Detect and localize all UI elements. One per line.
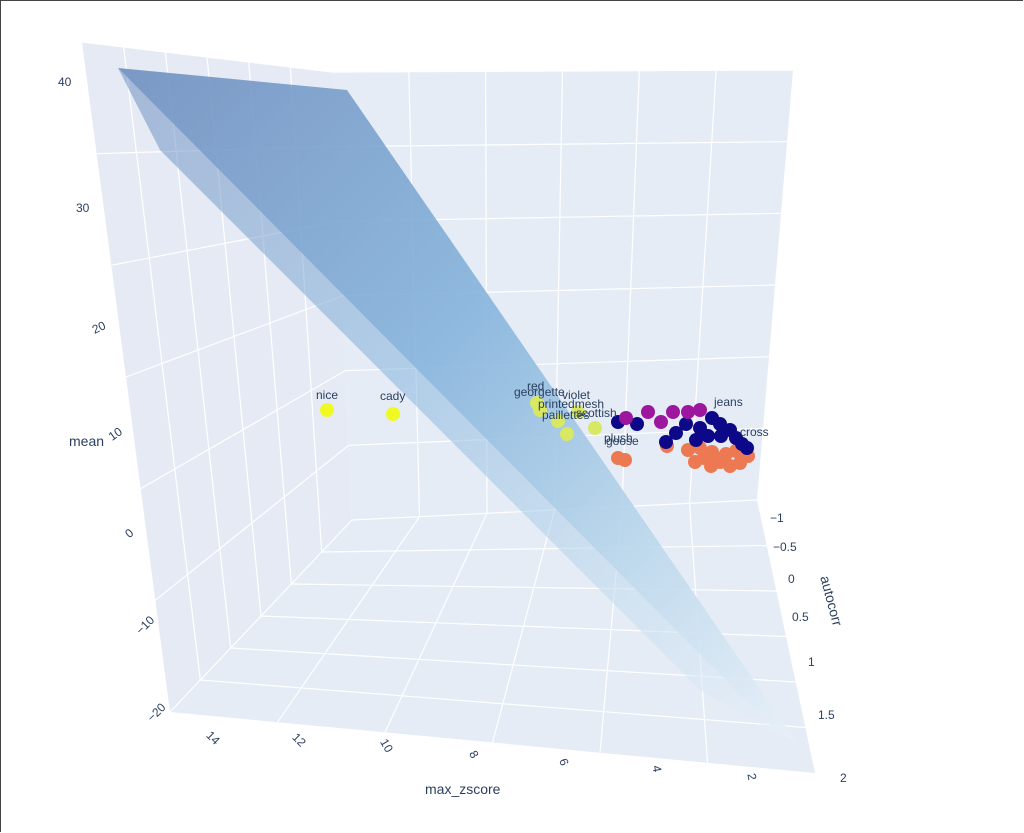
data-point[interactable]: [619, 411, 633, 425]
x-tick: 4: [649, 764, 664, 773]
data-point[interactable]: [681, 405, 695, 419]
data-point[interactable]: [320, 403, 334, 417]
regression-plane: [118, 68, 795, 740]
point-label: cady: [380, 389, 405, 403]
data-point[interactable]: [729, 431, 743, 445]
y-tick: 1: [808, 655, 815, 669]
data-point[interactable]: [709, 451, 723, 465]
y-tick: 2: [840, 771, 847, 785]
point-label: nice: [316, 388, 338, 402]
data-point[interactable]: [697, 451, 711, 465]
y-axis-ticks: −1 −0.5 0 0.5 1 1.5 2: [770, 511, 847, 785]
data-point[interactable]: [714, 429, 728, 443]
x-tick: 14: [203, 728, 223, 748]
data-point[interactable]: [641, 405, 655, 419]
z-axis-title: mean: [69, 433, 104, 449]
data-point[interactable]: [689, 433, 703, 447]
z-tick: 0: [122, 526, 136, 541]
data-point[interactable]: [669, 426, 683, 440]
z-tick: −10: [133, 613, 158, 638]
data-point[interactable]: [659, 435, 673, 449]
data-point[interactable]: [681, 443, 695, 457]
y-axis-title: autocorr: [817, 574, 846, 628]
point-label: violet: [562, 388, 591, 402]
point-label: cross: [740, 425, 769, 439]
y-tick: 0: [788, 572, 795, 586]
y-tick: −0.5: [773, 540, 797, 554]
grid-line: [200, 679, 806, 729]
grid-line: [321, 544, 767, 553]
data-point[interactable]: [386, 407, 400, 421]
point-label: plush: [604, 431, 633, 445]
x-tick: 2: [744, 772, 759, 781]
x-axis-title: max_zscore: [425, 781, 501, 797]
point-label: scottish: [576, 406, 617, 420]
scene-walls: [82, 42, 815, 773]
data-point[interactable]: [630, 417, 644, 431]
x-tick: 12: [289, 730, 309, 750]
data-point[interactable]: [654, 415, 668, 429]
data-point[interactable]: [588, 421, 602, 435]
point-label: paillettes: [542, 408, 589, 422]
data-point[interactable]: [618, 453, 632, 467]
z-tick: 40: [58, 75, 72, 89]
x-tick: 10: [377, 736, 396, 755]
grid-line: [621, 70, 640, 507]
data-point[interactable]: [533, 403, 547, 417]
grid-line: [291, 583, 777, 592]
y-tick: 0.5: [792, 610, 809, 624]
point-label: red: [527, 379, 544, 393]
data-point[interactable]: [560, 427, 574, 441]
data-point[interactable]: [701, 429, 715, 443]
z-tick: 10: [106, 424, 125, 443]
point-labels: nice cady redgeorgettevioletprintedmeshpai…: [316, 379, 769, 448]
point-label: goose: [606, 434, 639, 448]
point-label: printedmesh: [538, 397, 604, 411]
z-tick: −20: [144, 700, 169, 725]
z-tick: 20: [90, 318, 108, 336]
data-points: [320, 396, 755, 473]
grid-line: [123, 46, 201, 681]
data-point[interactable]: [740, 441, 754, 455]
y-tick: −1: [770, 511, 784, 525]
data-point[interactable]: [666, 405, 680, 419]
point-label: jeans: [713, 395, 743, 409]
z-tick: 30: [76, 201, 90, 215]
data-point[interactable]: [693, 403, 707, 417]
regression-plane-lower: [118, 68, 780, 735]
y-tick: 1.5: [818, 708, 835, 722]
data-point[interactable]: [571, 405, 585, 419]
point-label: georgette: [514, 385, 565, 399]
x-tick: 8: [466, 748, 482, 761]
x-tick: 6: [556, 757, 572, 768]
data-point[interactable]: [551, 414, 565, 428]
data-point[interactable]: [679, 417, 693, 431]
